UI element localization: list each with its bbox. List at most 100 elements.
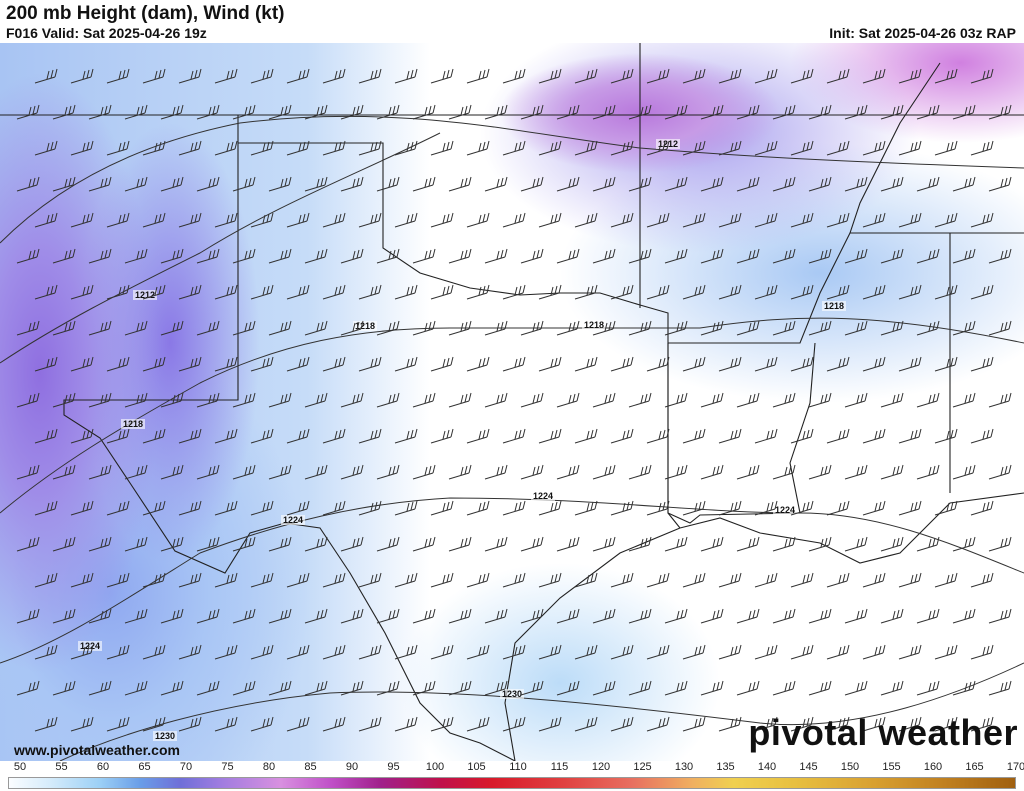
wind-barb [952,680,976,696]
wind-barb [718,428,742,444]
wind-barb [286,284,310,300]
wind-barb [142,428,166,444]
wind-barb [754,68,778,84]
wind-barb [88,176,112,192]
wind-barb [448,680,472,696]
wind-barb [538,572,562,588]
wind-barb [556,392,580,408]
wind-barb [718,500,742,516]
wind-barb [916,464,940,480]
wind-barb [34,500,58,516]
wind-barb [700,176,724,192]
wind-barb [52,104,76,120]
wind-barb [250,68,274,84]
wind-barb [34,140,58,156]
weather-map: 1212 1212 1218 1218 1218 1218 1224 1224 1224 1224… [0,43,1024,761]
wind-barb [556,680,580,696]
map-title: 200 mb Height (dam), Wind (kt) [6,3,285,24]
wind-barb [376,176,400,192]
wind-barb [934,212,958,228]
wind-barb [862,284,886,300]
contour-1224 [0,497,1024,664]
wind-barb [754,356,778,372]
wind-barb [358,572,382,588]
wind-barb [412,320,436,336]
wind-barb [322,716,346,732]
wind-barb [808,464,832,480]
wind-barb [466,716,490,732]
wind-barb [952,176,976,192]
wind-barb [52,176,76,192]
wind-barb [394,356,418,372]
wind-barb [142,356,166,372]
wind-barb [52,536,76,552]
wind-barb [232,176,256,192]
contour-label: 1230 [502,689,522,699]
wind-barb [142,716,166,732]
wind-barb [376,104,400,120]
wind-barb [232,464,256,480]
wind-barb [70,140,94,156]
wind-barb [448,320,472,336]
wind-barb [466,140,490,156]
wind-barb [880,608,904,624]
wind-barb [610,500,634,516]
wind-barb [934,500,958,516]
wind-barb [124,536,148,552]
wind-barb [664,608,688,624]
contour-label-bg [121,419,145,429]
wind-barb [646,212,670,228]
wind-barb [952,464,976,480]
wind-barb [466,572,490,588]
wind-barb [862,500,886,516]
wind-barb [952,320,976,336]
wind-barb [178,572,202,588]
wind-barbs [16,68,1012,732]
wind-barb [628,104,652,120]
wind-barb [664,536,688,552]
wind-barb [178,500,202,516]
wind-barb [520,680,544,696]
wind-barb [574,284,598,300]
wind-barb [898,572,922,588]
wind-barb [52,248,76,264]
wind-barb [304,536,328,552]
wind-barb [610,428,634,444]
wind-barb [232,320,256,336]
wind-barb [322,212,346,228]
wind-barb [736,248,760,264]
wind-barb [592,248,616,264]
wind-barb [376,320,400,336]
wind-barb [286,212,310,228]
wind-barb [106,356,130,372]
wind-barb [394,716,418,732]
wind-barb [682,356,706,372]
wind-barb [988,176,1012,192]
contour-label-bg [78,641,102,651]
wind-barb [358,140,382,156]
wind-barb [988,248,1012,264]
wind-barb [430,500,454,516]
wind-barb [862,140,886,156]
wind-barb [106,68,130,84]
contour-1230 [59,662,1024,761]
wind-barb [862,356,886,372]
wind-barb [106,140,130,156]
wind-barb [664,392,688,408]
wind-barb [340,608,364,624]
wind-barb [718,572,742,588]
wind-barb [718,356,742,372]
wind-barb [160,176,184,192]
wind-barb [790,644,814,660]
wind-barb [340,176,364,192]
wind-barb [412,392,436,408]
wind-barb [304,104,328,120]
wind-barb [592,608,616,624]
wind-barb [520,536,544,552]
wind-barb [808,536,832,552]
wind-barb [538,356,562,372]
wind-barb [916,536,940,552]
wind-barb [196,608,220,624]
wind-barb [196,680,220,696]
wind-barb [376,464,400,480]
